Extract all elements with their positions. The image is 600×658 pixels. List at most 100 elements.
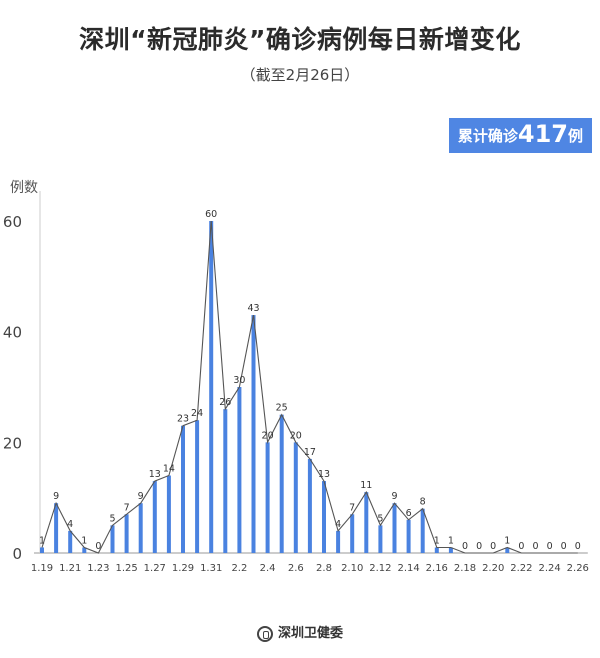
data-label: 4 — [335, 519, 341, 530]
bar — [68, 530, 73, 553]
source-footer: 深圳卫健委 — [0, 622, 600, 642]
bar — [293, 442, 298, 553]
data-label: 5 — [377, 513, 383, 524]
bar — [251, 315, 256, 553]
data-label: 1 — [39, 535, 45, 546]
y-axis-label: 例数 — [10, 180, 38, 196]
data-label: 1 — [434, 535, 440, 546]
bar — [307, 458, 312, 553]
data-label: 1 — [448, 535, 454, 546]
data-label: 11 — [360, 480, 372, 491]
y-tick-label: 20 — [3, 434, 22, 452]
data-label: 7 — [349, 502, 355, 513]
data-label: 26 — [219, 397, 231, 408]
x-tick-label: 1.21 — [59, 563, 81, 574]
x-tick-label: 1.31 — [200, 563, 222, 574]
bar — [223, 409, 228, 553]
bar — [322, 481, 326, 553]
bar — [350, 514, 355, 553]
health-commission-logo-icon — [256, 626, 273, 642]
x-tick-label: 1.27 — [144, 563, 166, 574]
x-tick-label: 2.10 — [341, 563, 363, 574]
x-tick-label: 2.8 — [316, 563, 332, 574]
bar — [40, 547, 44, 553]
x-tick-label: 2.20 — [482, 563, 504, 574]
bar — [279, 414, 284, 553]
bar — [364, 492, 369, 553]
y-tick-label: 40 — [3, 324, 22, 342]
total-badge-number: 417 — [517, 120, 568, 148]
data-label: 0 — [490, 541, 496, 552]
bar — [124, 514, 129, 553]
data-label: 17 — [304, 447, 316, 458]
bar — [336, 530, 341, 553]
bar — [54, 503, 59, 553]
x-tick-label: 1.23 — [87, 563, 109, 574]
data-label: 43 — [247, 303, 259, 314]
bar — [237, 387, 242, 553]
source-label: 深圳卫健委 — [277, 626, 343, 641]
trend-line — [41, 220, 578, 554]
data-label: 9 — [53, 491, 59, 502]
data-label: 20 — [262, 430, 274, 441]
bar — [166, 475, 171, 553]
data-label: 13 — [149, 469, 161, 480]
x-tick-label: 2.26 — [567, 563, 589, 574]
data-label: 8 — [420, 497, 426, 508]
bar — [181, 425, 185, 553]
data-label: 9 — [138, 491, 144, 502]
data-label: 1 — [504, 535, 510, 546]
bar — [392, 503, 397, 553]
x-tick-label: 2.22 — [510, 563, 532, 574]
data-label: 6 — [406, 508, 412, 519]
data-label: 60 — [205, 209, 217, 220]
data-label: 14 — [163, 464, 175, 475]
daily-new-cases-chart: 例数02040601941057913142324602630432025201… — [3, 180, 589, 574]
x-tick-label: 2.24 — [538, 563, 560, 574]
bar — [505, 547, 510, 553]
chart-subtitle: （截至2月26日） — [240, 66, 360, 84]
data-label: 0 — [476, 541, 482, 552]
bar — [378, 525, 383, 553]
bar — [265, 442, 270, 553]
x-tick-label: 2.14 — [397, 563, 419, 574]
data-label: 13 — [318, 469, 330, 480]
bar — [209, 221, 214, 553]
bar — [406, 519, 411, 553]
data-label: 0 — [575, 541, 581, 552]
data-label: 7 — [124, 502, 130, 513]
data-label: 5 — [109, 513, 115, 524]
bar — [195, 420, 200, 553]
x-tick-label: 2.16 — [426, 563, 448, 574]
chart-title: 深圳“新冠肺炎”确诊病例每日新增变化 — [79, 25, 521, 54]
bar — [82, 547, 87, 553]
data-label: 20 — [290, 430, 302, 441]
x-tick-label: 2.4 — [260, 563, 276, 574]
data-label: 9 — [391, 491, 397, 502]
x-tick-label: 1.19 — [31, 563, 53, 574]
data-label: 0 — [95, 541, 101, 552]
data-label: 24 — [191, 408, 203, 419]
bar — [434, 547, 439, 553]
data-label: 0 — [547, 541, 553, 552]
bar — [138, 503, 143, 553]
total-badge-suffix: 例 — [567, 127, 583, 145]
total-cases-badge: 累计确诊417例 — [448, 118, 592, 153]
data-label: 0 — [518, 541, 524, 552]
x-tick-label: 2.6 — [288, 563, 304, 574]
data-label: 25 — [276, 403, 288, 414]
y-tick-label: 60 — [3, 213, 22, 231]
data-label: 30 — [233, 375, 245, 386]
data-label: 0 — [561, 541, 567, 552]
data-label: 4 — [67, 519, 73, 530]
data-label: 0 — [532, 541, 538, 552]
x-tick-label: 1.29 — [172, 563, 194, 574]
data-label: 1 — [81, 535, 87, 546]
x-tick-label: 1.25 — [115, 563, 137, 574]
data-label: 0 — [462, 541, 468, 552]
bar — [448, 547, 453, 553]
bar — [152, 481, 157, 553]
x-tick-label: 2.18 — [454, 563, 476, 574]
data-label: 23 — [177, 414, 189, 425]
total-badge-prefix: 累计确诊 — [457, 127, 518, 145]
